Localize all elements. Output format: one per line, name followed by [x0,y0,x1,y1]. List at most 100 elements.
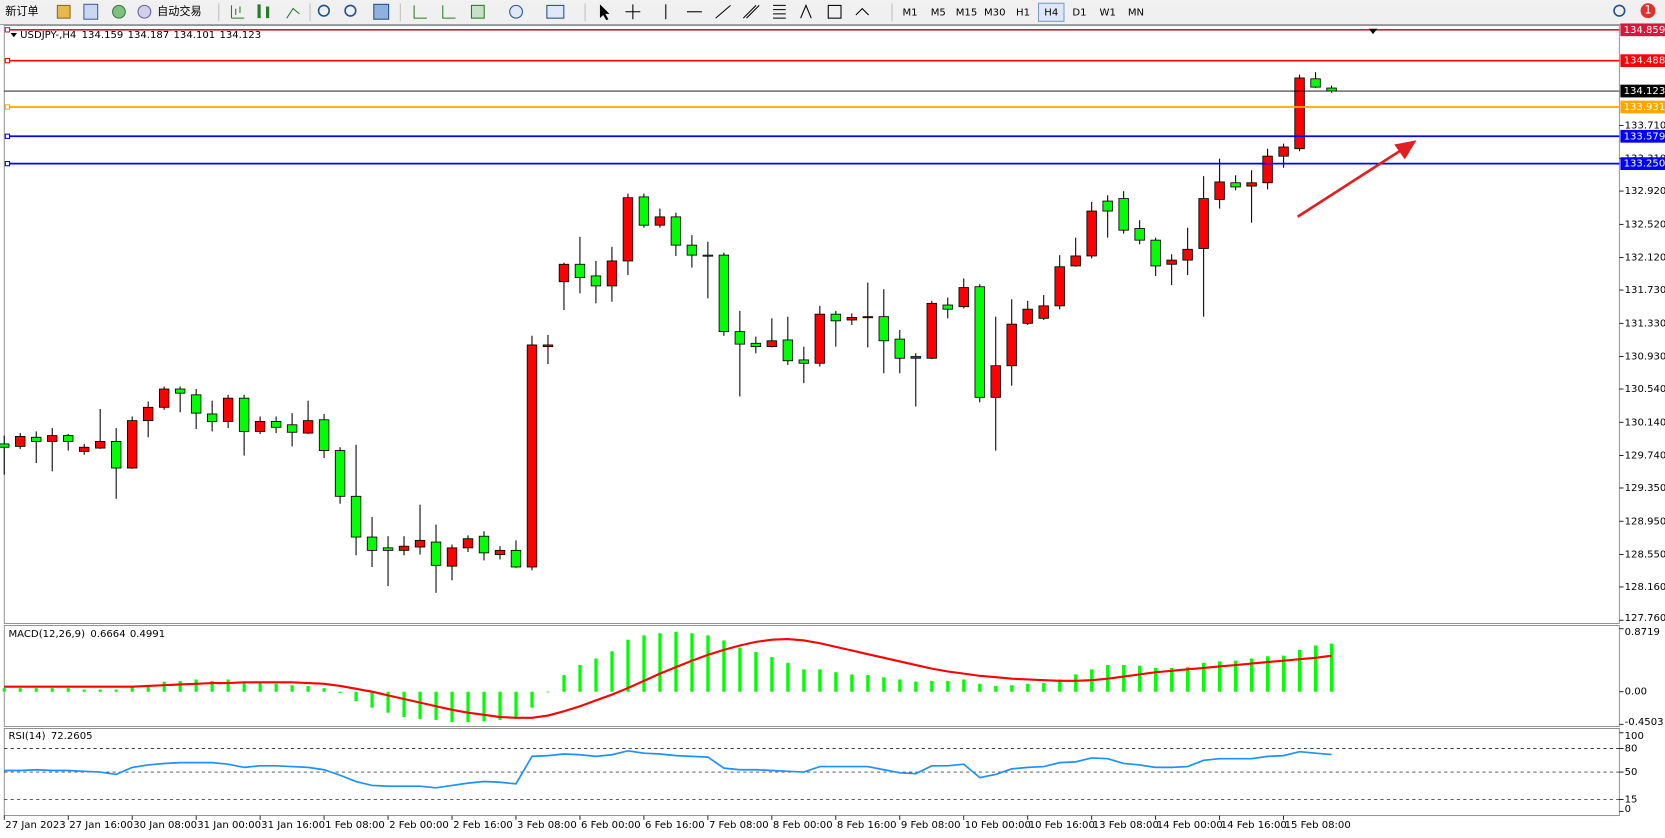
line-handle [4,104,11,110]
candle-body [286,424,298,433]
macd-bar [402,691,406,718]
arrows-button[interactable] [855,7,869,16]
symbol-header: USDJPY-,H4 134.159 134.187 134.101 134.123 [20,30,261,41]
template-button[interactable] [546,4,565,19]
macd-bar [194,679,198,692]
scroll-button[interactable] [413,5,427,19]
timeframe-label[interactable]: H4 [1044,7,1058,18]
price-label: 133.250 [1624,159,1665,170]
candle-body [254,421,266,432]
x-tick-label: 30 Jan 08:00 [133,820,197,831]
crosshair-button[interactable] [625,4,641,20]
period-button[interactable] [509,4,523,19]
timeframe-label[interactable]: M15 [956,7,978,18]
macd-bar [674,631,678,692]
macd-bar [1122,664,1126,692]
macd-bar [370,691,374,708]
signal-value: 0.4991 [130,629,165,640]
candle-body [47,435,58,442]
price-label-bg [1620,54,1665,68]
icon[interactable] [83,3,99,20]
tile-button[interactable] [373,3,390,20]
timeframe-label[interactable]: M5 [931,7,946,18]
candle-body [686,244,698,256]
candle-body [1326,87,1337,92]
rsi-header: RSI(14) 72.2605 [8,731,92,742]
macd-bar [498,691,502,720]
candle-body [1214,181,1225,200]
text-button[interactable] [800,4,812,19]
macd-bar [418,691,422,720]
macd-bar [178,680,182,692]
macd-title: MACD(12,26,9) [8,629,85,640]
candle-body [1246,182,1257,187]
label-button[interactable] [827,4,842,19]
notification-badge[interactable] [1640,3,1656,19]
trendline-button[interactable] [715,5,731,19]
timeframe-label[interactable]: M1 [902,7,917,18]
macd-bar [770,657,774,692]
fibo-button[interactable] [773,4,786,19]
candle-body [958,287,969,308]
candle-body [702,254,714,257]
zoom-out-button[interactable] [344,4,357,17]
auto-trading-icon[interactable] [137,4,152,19]
cursor-button[interactable] [599,4,610,21]
channel-button[interactable] [742,5,760,19]
timeframe-label[interactable]: W1 [1100,7,1116,18]
y-tick-label: 128.160 [1625,582,1665,593]
candle-body [1102,200,1113,212]
zoom-in-button[interactable] [317,4,330,17]
macd-bar [466,691,470,723]
macd-bar [66,688,70,692]
icon[interactable] [112,4,126,19]
y-tick-label: -0.4503 [1625,717,1664,728]
line-handle [4,133,11,139]
macd-bar [1297,649,1302,692]
candle-body [926,302,937,359]
x-tick-label: 2 Feb 16:00 [453,820,513,831]
high-value: 134.187 [128,30,170,41]
macd-bar [690,633,694,692]
new-order-button[interactable]: 新订单 [5,4,38,18]
timeframe-label[interactable]: MN [1128,7,1144,18]
x-tick-label: 10 Feb 00:00 [965,820,1031,831]
indicators-button[interactable] [470,4,485,19]
auto-trading-button[interactable]: 自动交易 [157,4,202,18]
timeframe-button[interactable] [1037,2,1065,22]
bar-chart-button[interactable] [230,5,245,19]
candle-body [622,197,634,262]
bid-label-bg [1620,84,1665,98]
symbol: USDJPY-,H4 [20,30,76,41]
icon[interactable] [56,4,71,19]
search-icon[interactable] [1613,4,1626,17]
macd-bar [18,688,22,692]
x-tick-label: 6 Feb 16:00 [645,820,705,831]
x-tick-label: 14 Feb 16:00 [1221,820,1287,831]
macd-bar [1234,660,1238,692]
candle-body [414,539,426,548]
price-label: 134.859 [1624,25,1665,36]
macd-bar [658,633,662,692]
x-tick-label: 6 Feb 00:00 [581,820,641,831]
macd-bar [866,675,870,692]
timeframe-label[interactable]: M30 [984,7,1006,18]
candle-body [1310,78,1321,88]
candle-body [446,547,458,567]
candle-body [750,342,762,348]
macd-bar [1026,683,1030,692]
candle-chart-button[interactable] [257,4,270,19]
macd-bar [962,679,966,692]
shift-marker [1368,28,1378,35]
y-tick-label: 130.930 [1625,352,1665,363]
shift-button[interactable] [442,5,456,19]
timeframe-label[interactable]: D1 [1072,7,1086,18]
candle-body [222,397,234,422]
line-chart-button[interactable] [286,7,300,19]
macd-bar [1265,656,1270,692]
timeframe-label[interactable]: H1 [1016,7,1030,18]
signal-line [4,637,1332,719]
macd-bar [162,681,166,692]
x-tick-label: 8 Feb 16:00 [837,820,897,831]
price-label-bg [1620,23,1665,37]
